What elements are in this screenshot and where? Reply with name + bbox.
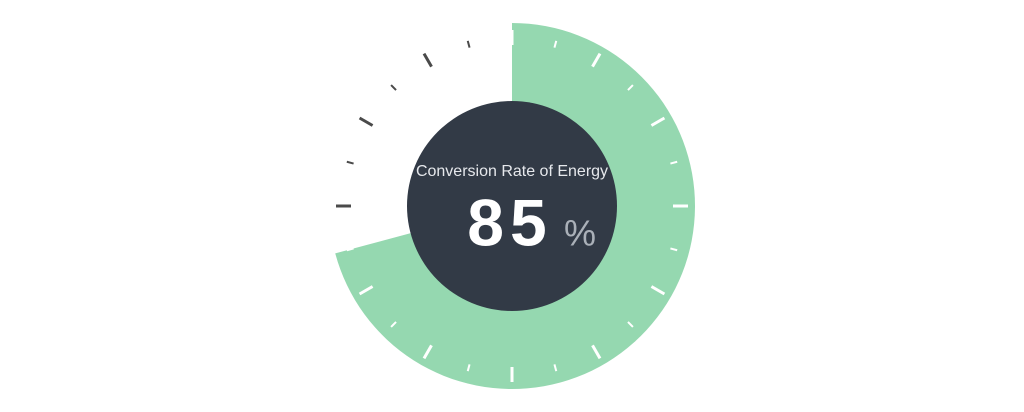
dial-tick [466, 364, 471, 372]
gauge-unit: % [564, 213, 596, 254]
dial-tick [346, 160, 354, 165]
dial-tick [553, 40, 558, 48]
dial-tick [390, 321, 397, 328]
dial-tick [390, 84, 397, 91]
dial-tick [591, 344, 602, 360]
dial-tick [627, 84, 634, 91]
center-disc [407, 101, 617, 311]
dial-tick [670, 160, 678, 165]
dial-tick [466, 40, 471, 48]
dial-tick [591, 52, 602, 68]
gauge-value: 85 [467, 185, 552, 259]
dial-tick [346, 247, 354, 252]
tick-ring [336, 30, 688, 382]
gauge-title: Conversion Rate of Energy [416, 163, 608, 180]
dial-tick [422, 344, 433, 360]
dial-tick [650, 285, 666, 296]
dial-tick [358, 285, 374, 296]
dial-tick [358, 116, 374, 127]
dial-tick [422, 52, 433, 68]
dial-tick [553, 364, 558, 372]
dial-tick [627, 321, 634, 328]
dial-tick [670, 247, 678, 252]
dial-tick [650, 116, 666, 127]
